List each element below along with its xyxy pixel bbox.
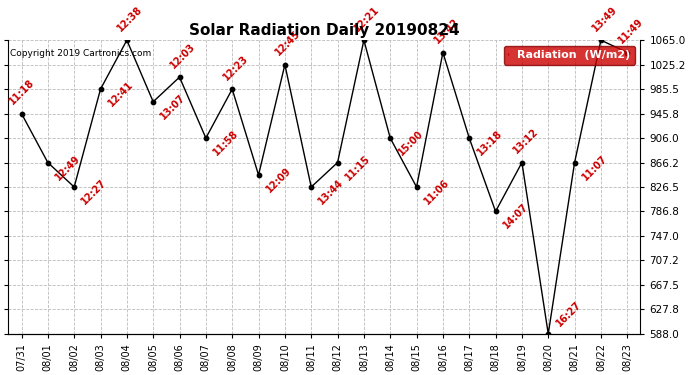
Text: 14:07: 14:07 xyxy=(501,202,530,231)
Text: 11:06: 11:06 xyxy=(422,177,451,207)
Text: 13:44: 13:44 xyxy=(317,177,346,207)
Point xyxy=(148,99,159,105)
Point xyxy=(200,135,211,141)
Point xyxy=(306,184,317,190)
Text: 12:49: 12:49 xyxy=(53,153,82,182)
Text: 12:38: 12:38 xyxy=(116,4,145,33)
Text: 11:18: 11:18 xyxy=(8,78,37,106)
Point xyxy=(358,37,369,43)
Text: 11:07: 11:07 xyxy=(580,153,609,182)
Text: 12:45: 12:45 xyxy=(274,29,303,58)
Text: 11:15: 11:15 xyxy=(343,153,372,182)
Point xyxy=(622,50,633,55)
Text: 13:12: 13:12 xyxy=(511,127,540,156)
Point xyxy=(227,86,238,92)
Point xyxy=(464,135,475,141)
Text: 12:03: 12:03 xyxy=(168,41,197,70)
Text: 13:42: 13:42 xyxy=(432,16,461,45)
Text: 13:07: 13:07 xyxy=(159,92,188,121)
Point xyxy=(543,331,554,337)
Point xyxy=(332,159,343,165)
Point xyxy=(411,184,422,190)
Text: Copyright 2019 Cartronics.com: Copyright 2019 Cartronics.com xyxy=(10,49,151,58)
Title: Solar Radiation Daily 20190824: Solar Radiation Daily 20190824 xyxy=(189,22,460,38)
Text: 15:00: 15:00 xyxy=(396,129,425,158)
Point xyxy=(42,159,53,165)
Text: 12:23: 12:23 xyxy=(221,53,250,82)
Point xyxy=(569,159,580,165)
Text: 12:41: 12:41 xyxy=(106,80,135,109)
Point xyxy=(437,50,448,55)
Point xyxy=(253,172,264,178)
Point xyxy=(490,209,501,214)
Text: 12:27: 12:27 xyxy=(80,177,109,207)
Point xyxy=(279,62,290,68)
Text: 12:21: 12:21 xyxy=(353,4,382,33)
Point xyxy=(69,184,80,190)
Point xyxy=(174,74,185,80)
Text: 13:18: 13:18 xyxy=(475,128,504,158)
Point xyxy=(121,37,132,43)
Point xyxy=(516,159,527,165)
Point xyxy=(16,111,27,117)
Text: 11:49: 11:49 xyxy=(616,16,645,45)
Text: 13:49: 13:49 xyxy=(590,4,619,33)
Point xyxy=(95,86,106,92)
Text: 12:09: 12:09 xyxy=(264,165,293,195)
Point xyxy=(385,135,396,141)
Point xyxy=(595,37,607,43)
Text: 16:27: 16:27 xyxy=(554,299,583,328)
Text: 11:58: 11:58 xyxy=(211,128,241,158)
Legend: Radiation  (W/m2): Radiation (W/m2) xyxy=(504,46,635,64)
